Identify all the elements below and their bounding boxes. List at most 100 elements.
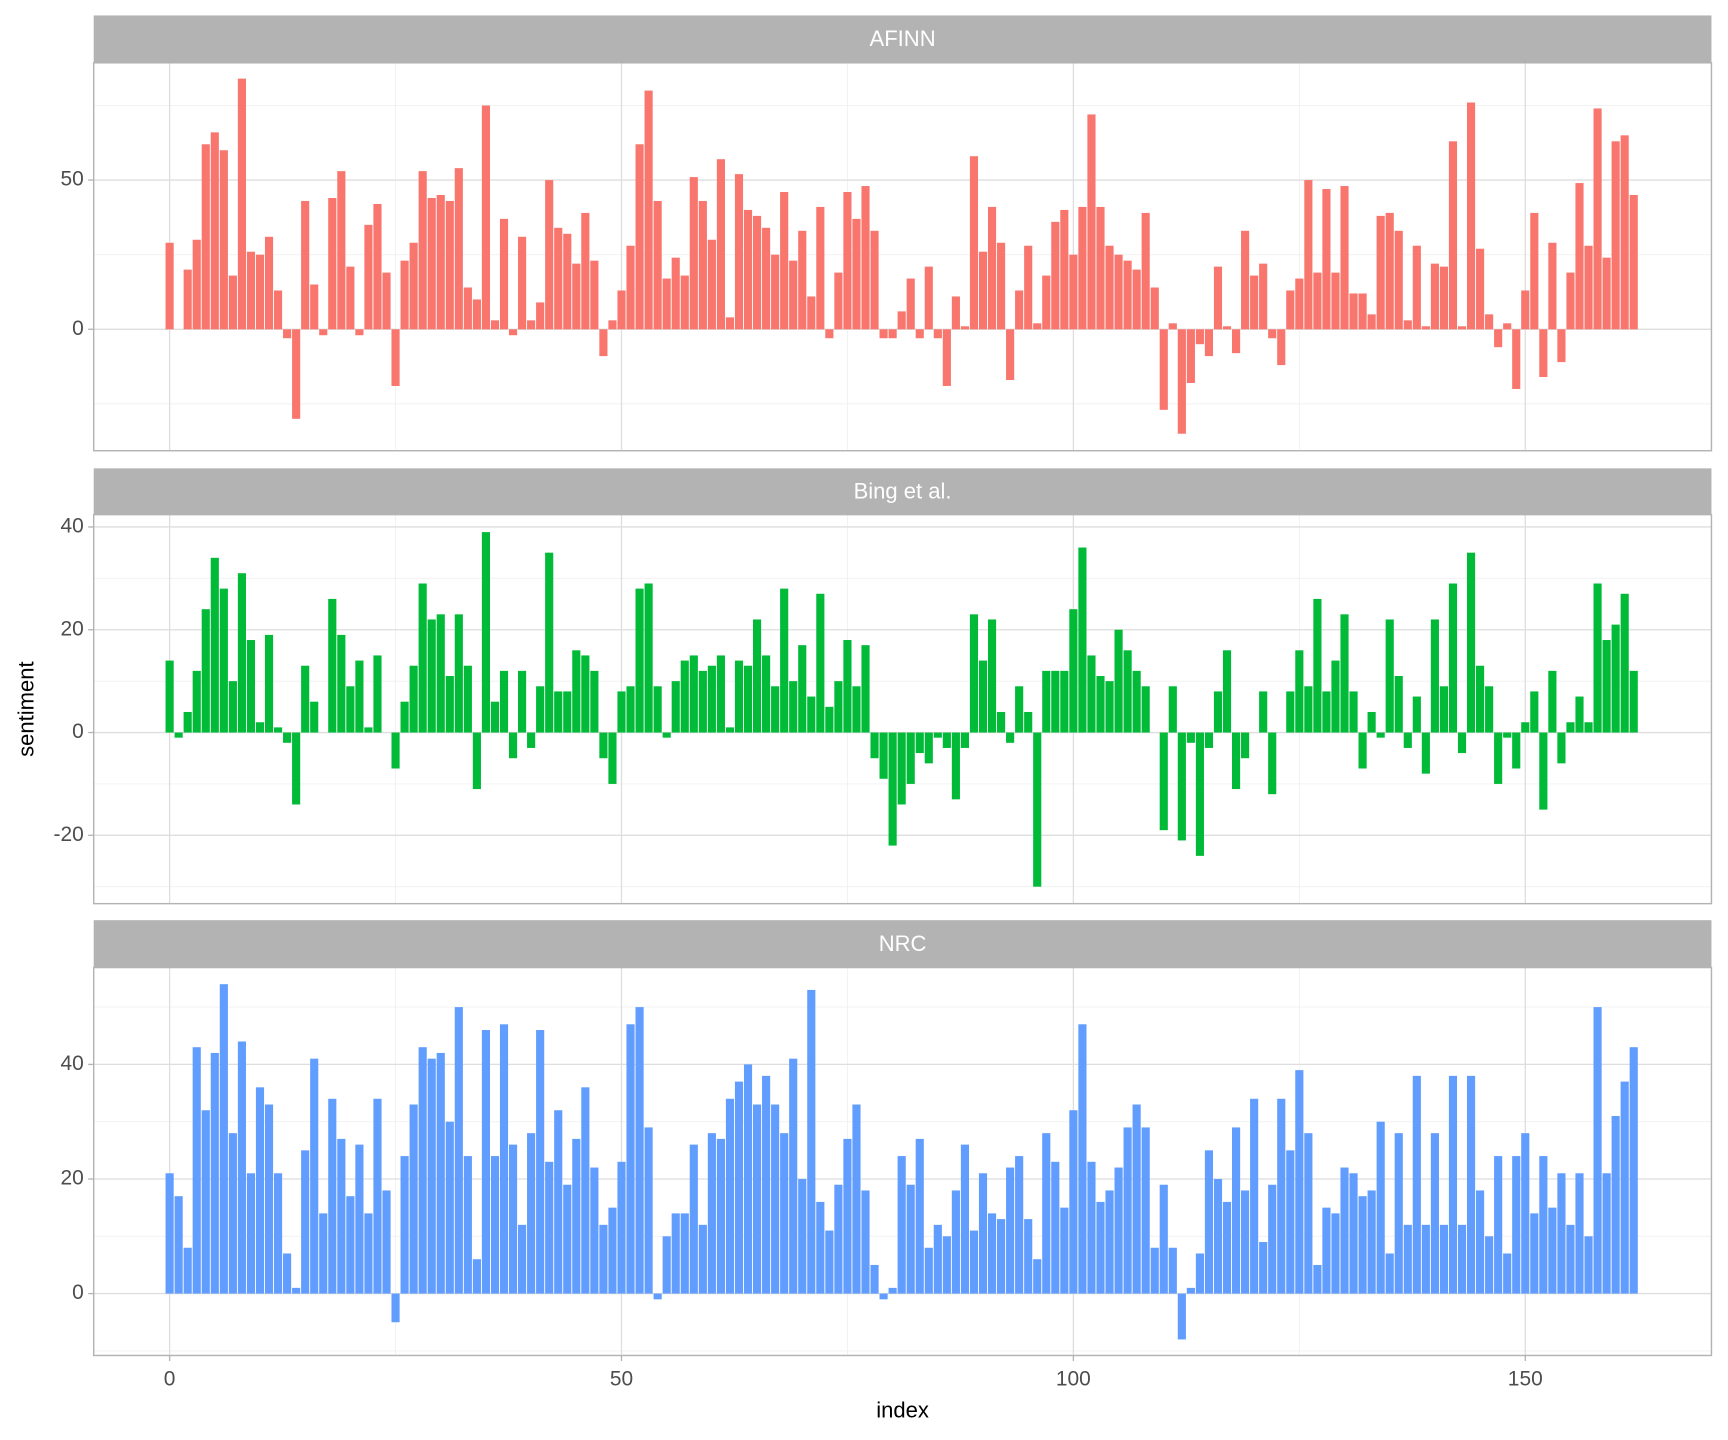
bar bbox=[1177, 329, 1186, 434]
bar bbox=[346, 686, 355, 733]
bar bbox=[409, 1104, 418, 1294]
bar bbox=[1123, 650, 1132, 733]
bar bbox=[328, 197, 337, 330]
bar bbox=[816, 593, 825, 733]
bar bbox=[997, 1219, 1006, 1294]
bar bbox=[563, 1184, 572, 1294]
bar bbox=[219, 150, 228, 330]
bar bbox=[843, 1138, 852, 1294]
bar bbox=[355, 1144, 364, 1294]
bar bbox=[1268, 732, 1277, 795]
bar bbox=[743, 209, 753, 330]
bar bbox=[499, 1024, 509, 1294]
bar bbox=[906, 1184, 915, 1294]
bar bbox=[960, 326, 969, 330]
bar bbox=[1349, 1173, 1358, 1294]
bar bbox=[210, 1052, 219, 1294]
bar bbox=[1304, 1133, 1313, 1294]
bar bbox=[1385, 619, 1394, 733]
bar bbox=[1322, 691, 1331, 733]
bar bbox=[1295, 650, 1304, 733]
bar bbox=[1114, 629, 1123, 733]
bar bbox=[852, 1104, 861, 1294]
bar bbox=[1602, 640, 1611, 733]
bar bbox=[789, 681, 798, 733]
bar bbox=[1096, 206, 1105, 330]
bar bbox=[762, 227, 771, 330]
bar bbox=[1367, 1190, 1376, 1294]
bar bbox=[599, 1224, 608, 1294]
y-tick-label: 20 bbox=[60, 617, 83, 640]
bar bbox=[1060, 209, 1069, 330]
bar bbox=[1087, 655, 1096, 733]
bar bbox=[689, 1144, 698, 1294]
bar bbox=[1557, 1173, 1566, 1294]
bar bbox=[1629, 1047, 1638, 1294]
bar bbox=[400, 701, 409, 733]
bar bbox=[536, 686, 545, 733]
bar bbox=[599, 732, 608, 759]
bar bbox=[1439, 266, 1448, 330]
bar bbox=[1322, 189, 1331, 330]
bar bbox=[273, 1173, 283, 1294]
bar bbox=[653, 1293, 662, 1300]
bar bbox=[527, 320, 536, 330]
bar bbox=[391, 732, 400, 769]
y-tick-label: -20 bbox=[54, 823, 84, 846]
bar bbox=[310, 284, 319, 330]
bar bbox=[1476, 665, 1485, 733]
bar bbox=[987, 206, 997, 330]
bar bbox=[1548, 242, 1557, 330]
bar bbox=[1241, 230, 1250, 330]
bar bbox=[798, 230, 807, 330]
bar bbox=[328, 1098, 337, 1294]
bar bbox=[933, 1224, 942, 1294]
bar bbox=[734, 660, 744, 733]
bar bbox=[635, 1007, 644, 1294]
bar bbox=[1259, 1242, 1268, 1294]
bar bbox=[590, 670, 599, 733]
bar bbox=[798, 1178, 807, 1294]
bar bbox=[1584, 722, 1593, 733]
bar bbox=[1195, 329, 1204, 345]
bar bbox=[1015, 1156, 1024, 1294]
bar bbox=[292, 1287, 301, 1294]
bar bbox=[481, 1030, 490, 1294]
bar bbox=[942, 732, 951, 748]
bar bbox=[1222, 326, 1232, 330]
bar bbox=[617, 691, 626, 733]
bar bbox=[192, 1047, 201, 1294]
bar bbox=[1548, 1207, 1557, 1294]
bar bbox=[1123, 1127, 1132, 1294]
facet-panel: AFINN 0 50 bbox=[60, 15, 1713, 452]
bar bbox=[219, 588, 228, 733]
bar bbox=[1611, 624, 1620, 733]
bar bbox=[825, 1230, 834, 1294]
bar bbox=[1385, 1253, 1394, 1294]
bar bbox=[1015, 290, 1024, 330]
bar bbox=[192, 670, 201, 733]
bar bbox=[1222, 1201, 1232, 1294]
bar bbox=[264, 236, 274, 330]
strip-label: NRC bbox=[879, 931, 927, 956]
bar bbox=[987, 619, 997, 733]
bar bbox=[1421, 1224, 1430, 1294]
bar bbox=[1069, 609, 1078, 733]
bar bbox=[1376, 1121, 1385, 1294]
bar bbox=[1051, 221, 1060, 330]
bar bbox=[1521, 290, 1530, 330]
bar bbox=[1503, 323, 1512, 330]
bar bbox=[1042, 670, 1051, 733]
bar bbox=[626, 1024, 635, 1294]
bar bbox=[725, 1098, 735, 1294]
bar bbox=[997, 711, 1006, 733]
bar bbox=[1069, 1110, 1078, 1294]
bar bbox=[1530, 1213, 1539, 1294]
strip bbox=[93, 15, 1712, 63]
bar bbox=[255, 254, 265, 330]
bar bbox=[825, 706, 834, 733]
bar bbox=[1006, 1167, 1015, 1294]
bar bbox=[237, 573, 246, 733]
bar bbox=[581, 212, 590, 330]
bar bbox=[599, 329, 608, 357]
